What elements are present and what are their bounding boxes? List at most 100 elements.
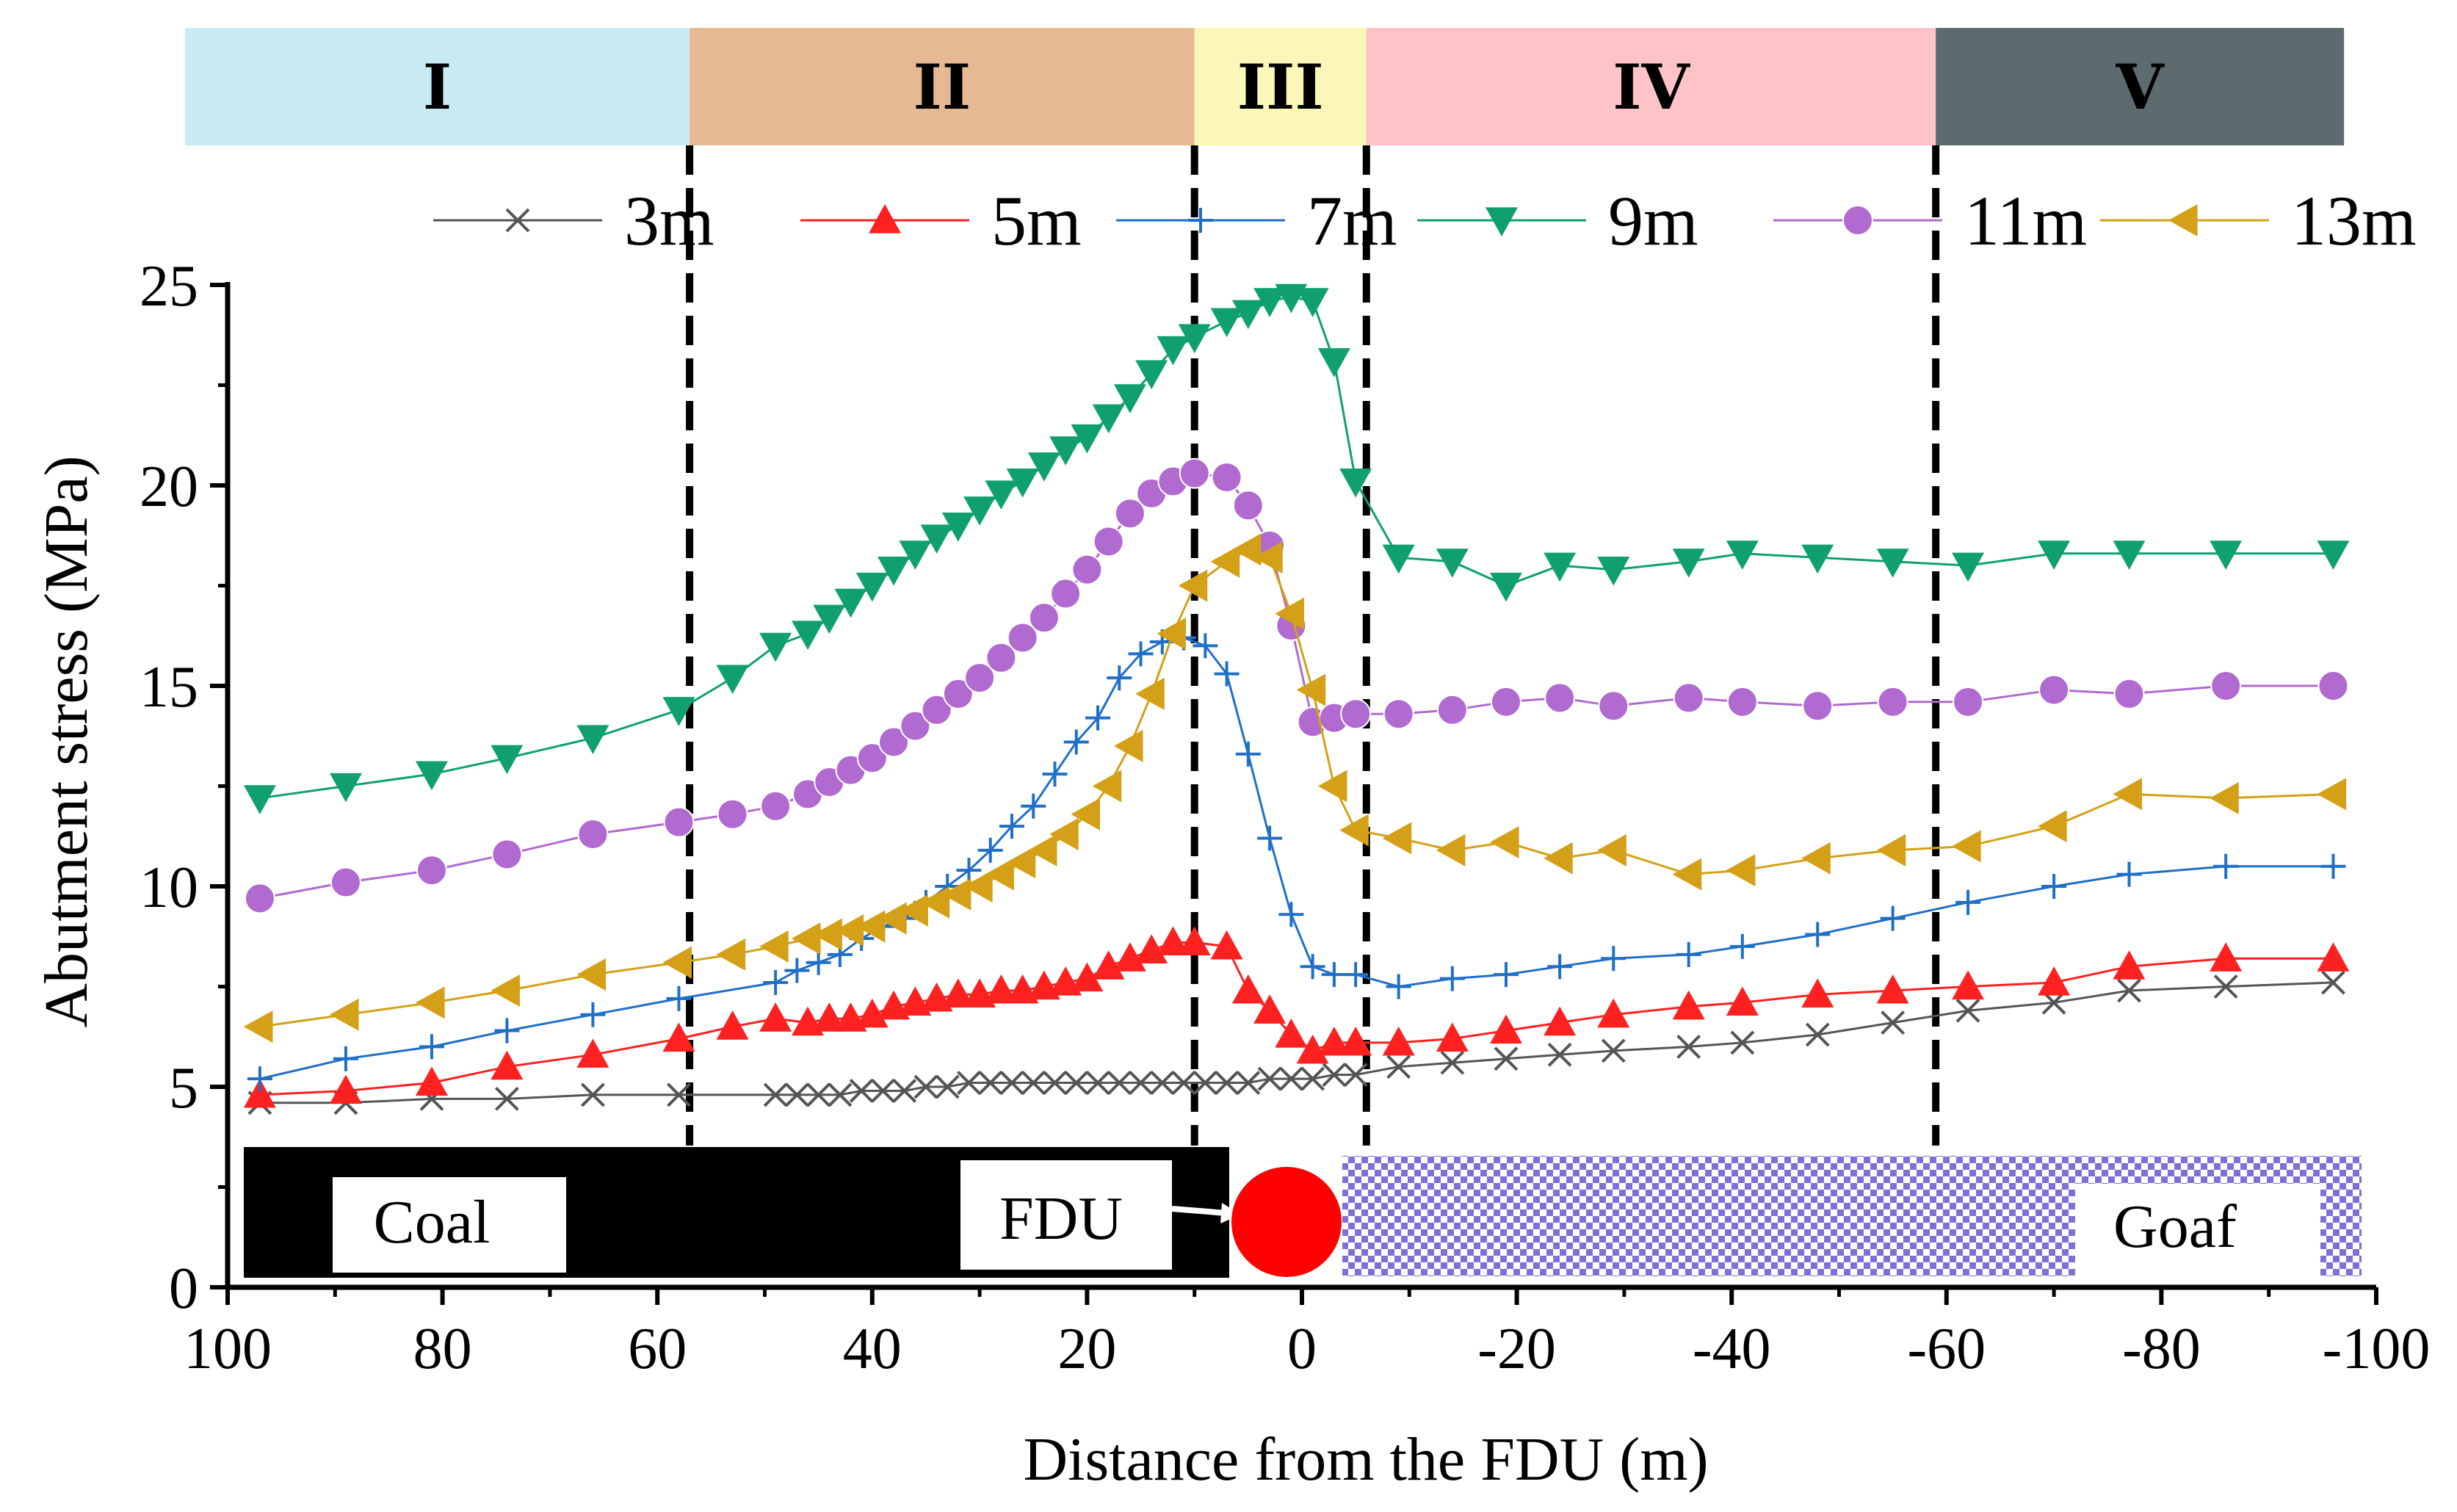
series-13m-point — [1092, 770, 1122, 803]
zone-iv-label: IV — [1613, 51, 1690, 123]
series-13m-point — [1157, 618, 1187, 651]
series-3m-point — [1676, 1034, 1701, 1059]
series-7m-point — [1601, 946, 1626, 972]
y-axis-title: Abutment stress (MPa) — [32, 455, 101, 1027]
series-9m-line — [259, 295, 2334, 800]
series-13m-point — [1382, 822, 1412, 855]
series-5m-point — [1489, 1014, 1522, 1044]
series-3m-point — [1107, 1071, 1132, 1095]
series-3m-line — [259, 981, 2334, 1104]
series-7m-point — [1257, 825, 1283, 851]
series-9m-point — [1027, 452, 1060, 482]
series-13m-point — [662, 946, 692, 979]
x-tick-label: -40 — [1693, 1317, 1771, 1381]
series-13m-point — [1876, 833, 1906, 867]
series-9m-point — [491, 745, 524, 775]
series-11m-point — [416, 855, 447, 886]
x-tick-label: 80 — [413, 1317, 472, 1381]
series-7m-point — [999, 814, 1024, 839]
series-5m-point — [1952, 970, 1985, 1000]
series-13m-point — [1801, 842, 1831, 875]
series-11m-point — [1179, 457, 1210, 489]
series-11m-point — [244, 883, 275, 914]
series-11m-point — [1544, 682, 1576, 714]
series-7m-point — [1063, 729, 1089, 755]
series-5m-point — [1275, 1019, 1308, 1048]
legend-7m-marker — [1188, 208, 1213, 233]
series-9m-point — [2113, 540, 2146, 570]
series-9m-point — [1113, 384, 1146, 413]
series-11m-point — [1953, 686, 1984, 717]
series-9m-point — [1006, 468, 1039, 498]
series-3m-point — [784, 1082, 809, 1107]
series-9m-point — [1672, 549, 1705, 578]
series-3m-point — [1085, 1071, 1110, 1095]
legend-11m-marker — [1842, 205, 1873, 236]
x-tick-label: 100 — [184, 1317, 272, 1381]
series-7m-point — [1300, 954, 1325, 980]
series-7m-point — [977, 837, 1003, 863]
series-9m-point — [2038, 540, 2071, 570]
series-13m-point — [1436, 833, 1466, 867]
series-11m-point — [1436, 694, 1468, 726]
series-7m-point — [1729, 933, 1755, 959]
series-3m-point — [828, 1082, 853, 1107]
series-5m-point — [1135, 934, 1168, 963]
series-7m-point — [247, 1066, 272, 1092]
legend-5m-marker — [869, 204, 901, 234]
series-13m-point — [1049, 818, 1079, 851]
series-13m-point — [1952, 830, 1981, 863]
series-11m-point — [663, 806, 695, 838]
series-7m-point — [1042, 762, 1068, 787]
series-11m-point — [577, 819, 609, 850]
series-13m-point — [1275, 597, 1304, 630]
series-3m-point — [1171, 1071, 1196, 1095]
series-5m-point — [2317, 942, 2350, 972]
series-11m-point — [1050, 578, 1082, 609]
series-13m-point — [1135, 677, 1165, 710]
series-13m-point — [1210, 545, 1240, 578]
series-11m-point — [1071, 554, 1103, 585]
series-13m-point — [1178, 569, 1208, 602]
series-9m-point — [1436, 549, 1469, 578]
series-13m-point — [1071, 797, 1100, 831]
series-11m-point — [964, 662, 996, 694]
series-7m-point — [784, 958, 810, 983]
series-13m-point — [1597, 833, 1626, 867]
series-9m-point — [1231, 300, 1264, 330]
series-13m-point — [1027, 833, 1057, 867]
series-3m-point — [1343, 1063, 1368, 1088]
series-7m-point — [1439, 966, 1465, 991]
zone-i-band — [185, 28, 690, 145]
series-13m-point — [759, 930, 789, 963]
zone-boundaries — [686, 145, 1940, 1146]
series-7m-point — [1676, 941, 1701, 967]
series-7m-point — [763, 970, 789, 996]
series-11m-point — [942, 678, 974, 709]
series-3m-point — [1601, 1038, 1626, 1063]
series-5m-point — [1296, 1034, 1329, 1064]
series-5m-point — [1382, 1026, 1415, 1056]
series-11m-point — [1028, 602, 1060, 634]
series-13m-point — [1006, 846, 1036, 879]
series-3m-point — [978, 1071, 1003, 1095]
series-9m-point — [1135, 360, 1168, 390]
series-13m-point — [1544, 842, 1573, 875]
legend-3m-label: 3m — [624, 181, 714, 260]
legend-11m-label: 11m — [1964, 181, 2087, 260]
zone-iv-band — [1366, 28, 1936, 145]
series-7m-point — [494, 1018, 520, 1043]
series-3m-point — [1129, 1071, 1153, 1095]
series-5m-point — [941, 978, 974, 1008]
series-3m-point — [2213, 974, 2238, 999]
region-strip: Coal FDU Goaf — [244, 1147, 2362, 1278]
series-9m-point — [1317, 348, 1350, 377]
series-5m-point — [716, 1010, 749, 1040]
legend-7m-label: 7m — [1307, 181, 1397, 260]
axes: 0 5 10 15 20 25 100 80 60 40 20 0 -20 -40 -60 -80 -100 — [140, 254, 2430, 1381]
series-5m-point — [1339, 1026, 1372, 1056]
series-9m-point — [1253, 288, 1287, 317]
series-9m-point — [1339, 468, 1372, 498]
series-13m-point — [1317, 770, 1347, 803]
